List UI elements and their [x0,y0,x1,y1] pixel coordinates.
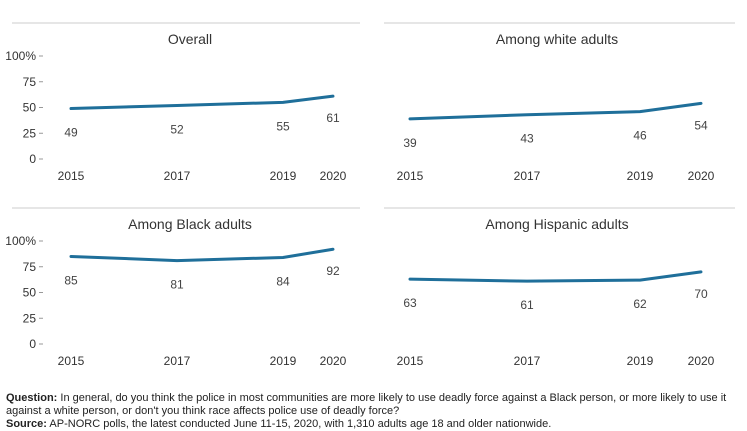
x-tick-label: 2015 [397,169,424,183]
data-label: 63 [403,296,417,310]
x-tick-label: 2017 [514,354,541,368]
data-label: 43 [520,132,534,146]
y-tick-label: 0 [29,152,36,166]
x-tick-label: 2015 [397,354,424,368]
panel-title: Overall [168,31,212,47]
y-tick-label: 25 [23,311,37,325]
small-multiples-chart: Overall 100% 75 50 25 0 2015 2017 2019 2020 49 52 55… [5,22,735,368]
x-tick-label: 2020 [688,354,715,368]
panel-2: Among white adults 2015 2017 2019 2020 39 43 46… [397,31,715,183]
data-label: 61 [520,298,534,312]
data-label: 49 [64,126,78,140]
x-tick-label: 2015 [58,169,85,183]
x-tick-label: 2015 [58,354,85,368]
data-label: 85 [64,273,78,287]
x-tick-label: 2020 [688,169,715,183]
series-line [69,94,335,111]
data-label: 84 [276,274,290,288]
data-label: 39 [403,136,417,150]
x-tick-label: 2020 [320,169,347,183]
x-tick-label: 2017 [514,169,541,183]
y-tick-label: 0 [29,337,36,351]
panel-title: Among Black adults [128,216,252,232]
y-tick-label: 100% [5,49,36,63]
question-text: In general, do you think the police in m… [6,392,727,417]
y-tick-label: 25 [23,126,37,140]
data-label: 52 [170,122,184,136]
data-label: 70 [694,287,708,301]
panel-4: Among Hispanic adults 2015 2017 2019 2020 63 6… [397,216,715,368]
question-label: Question: [6,392,58,404]
source-label: Source: [6,418,47,430]
panel-title: Among white adults [496,31,618,47]
x-tick-label: 2020 [320,354,347,368]
x-tick-label: 2019 [627,169,654,183]
data-label: 61 [326,111,340,125]
x-tick-label: 2019 [627,354,654,368]
data-label: 55 [276,119,290,133]
panel-title: Among Hispanic adults [485,216,628,232]
series-line [408,270,703,283]
source-note: Source: AP-NORC polls, the latest conduc… [6,418,742,431]
data-label: 46 [633,129,647,143]
data-label: 62 [633,297,647,311]
data-label: 81 [170,278,184,292]
series-line [69,247,335,263]
series-line [408,101,703,121]
panel-3: Among Black adults 100% 75 50 25 0 2015 2017 201… [5,216,346,368]
x-tick-label: 2019 [270,169,297,183]
x-tick-label: 2017 [164,354,191,368]
y-tick-label: 50 [23,101,37,115]
x-tick-label: 2017 [164,169,191,183]
y-tick-label: 100% [5,234,36,248]
panel-1: Overall 100% 75 50 25 0 2015 2017 2019 2020 49 52 55… [5,31,346,183]
data-label: 92 [326,264,340,278]
y-tick-label: 75 [23,260,37,274]
source-text: AP-NORC polls, the latest conducted June… [49,418,552,430]
x-tick-label: 2019 [270,354,297,368]
question-note: Question: In general, do you think the p… [6,392,742,418]
data-label: 54 [694,118,708,132]
y-tick-label: 50 [23,286,37,300]
y-tick-label: 75 [23,75,37,89]
